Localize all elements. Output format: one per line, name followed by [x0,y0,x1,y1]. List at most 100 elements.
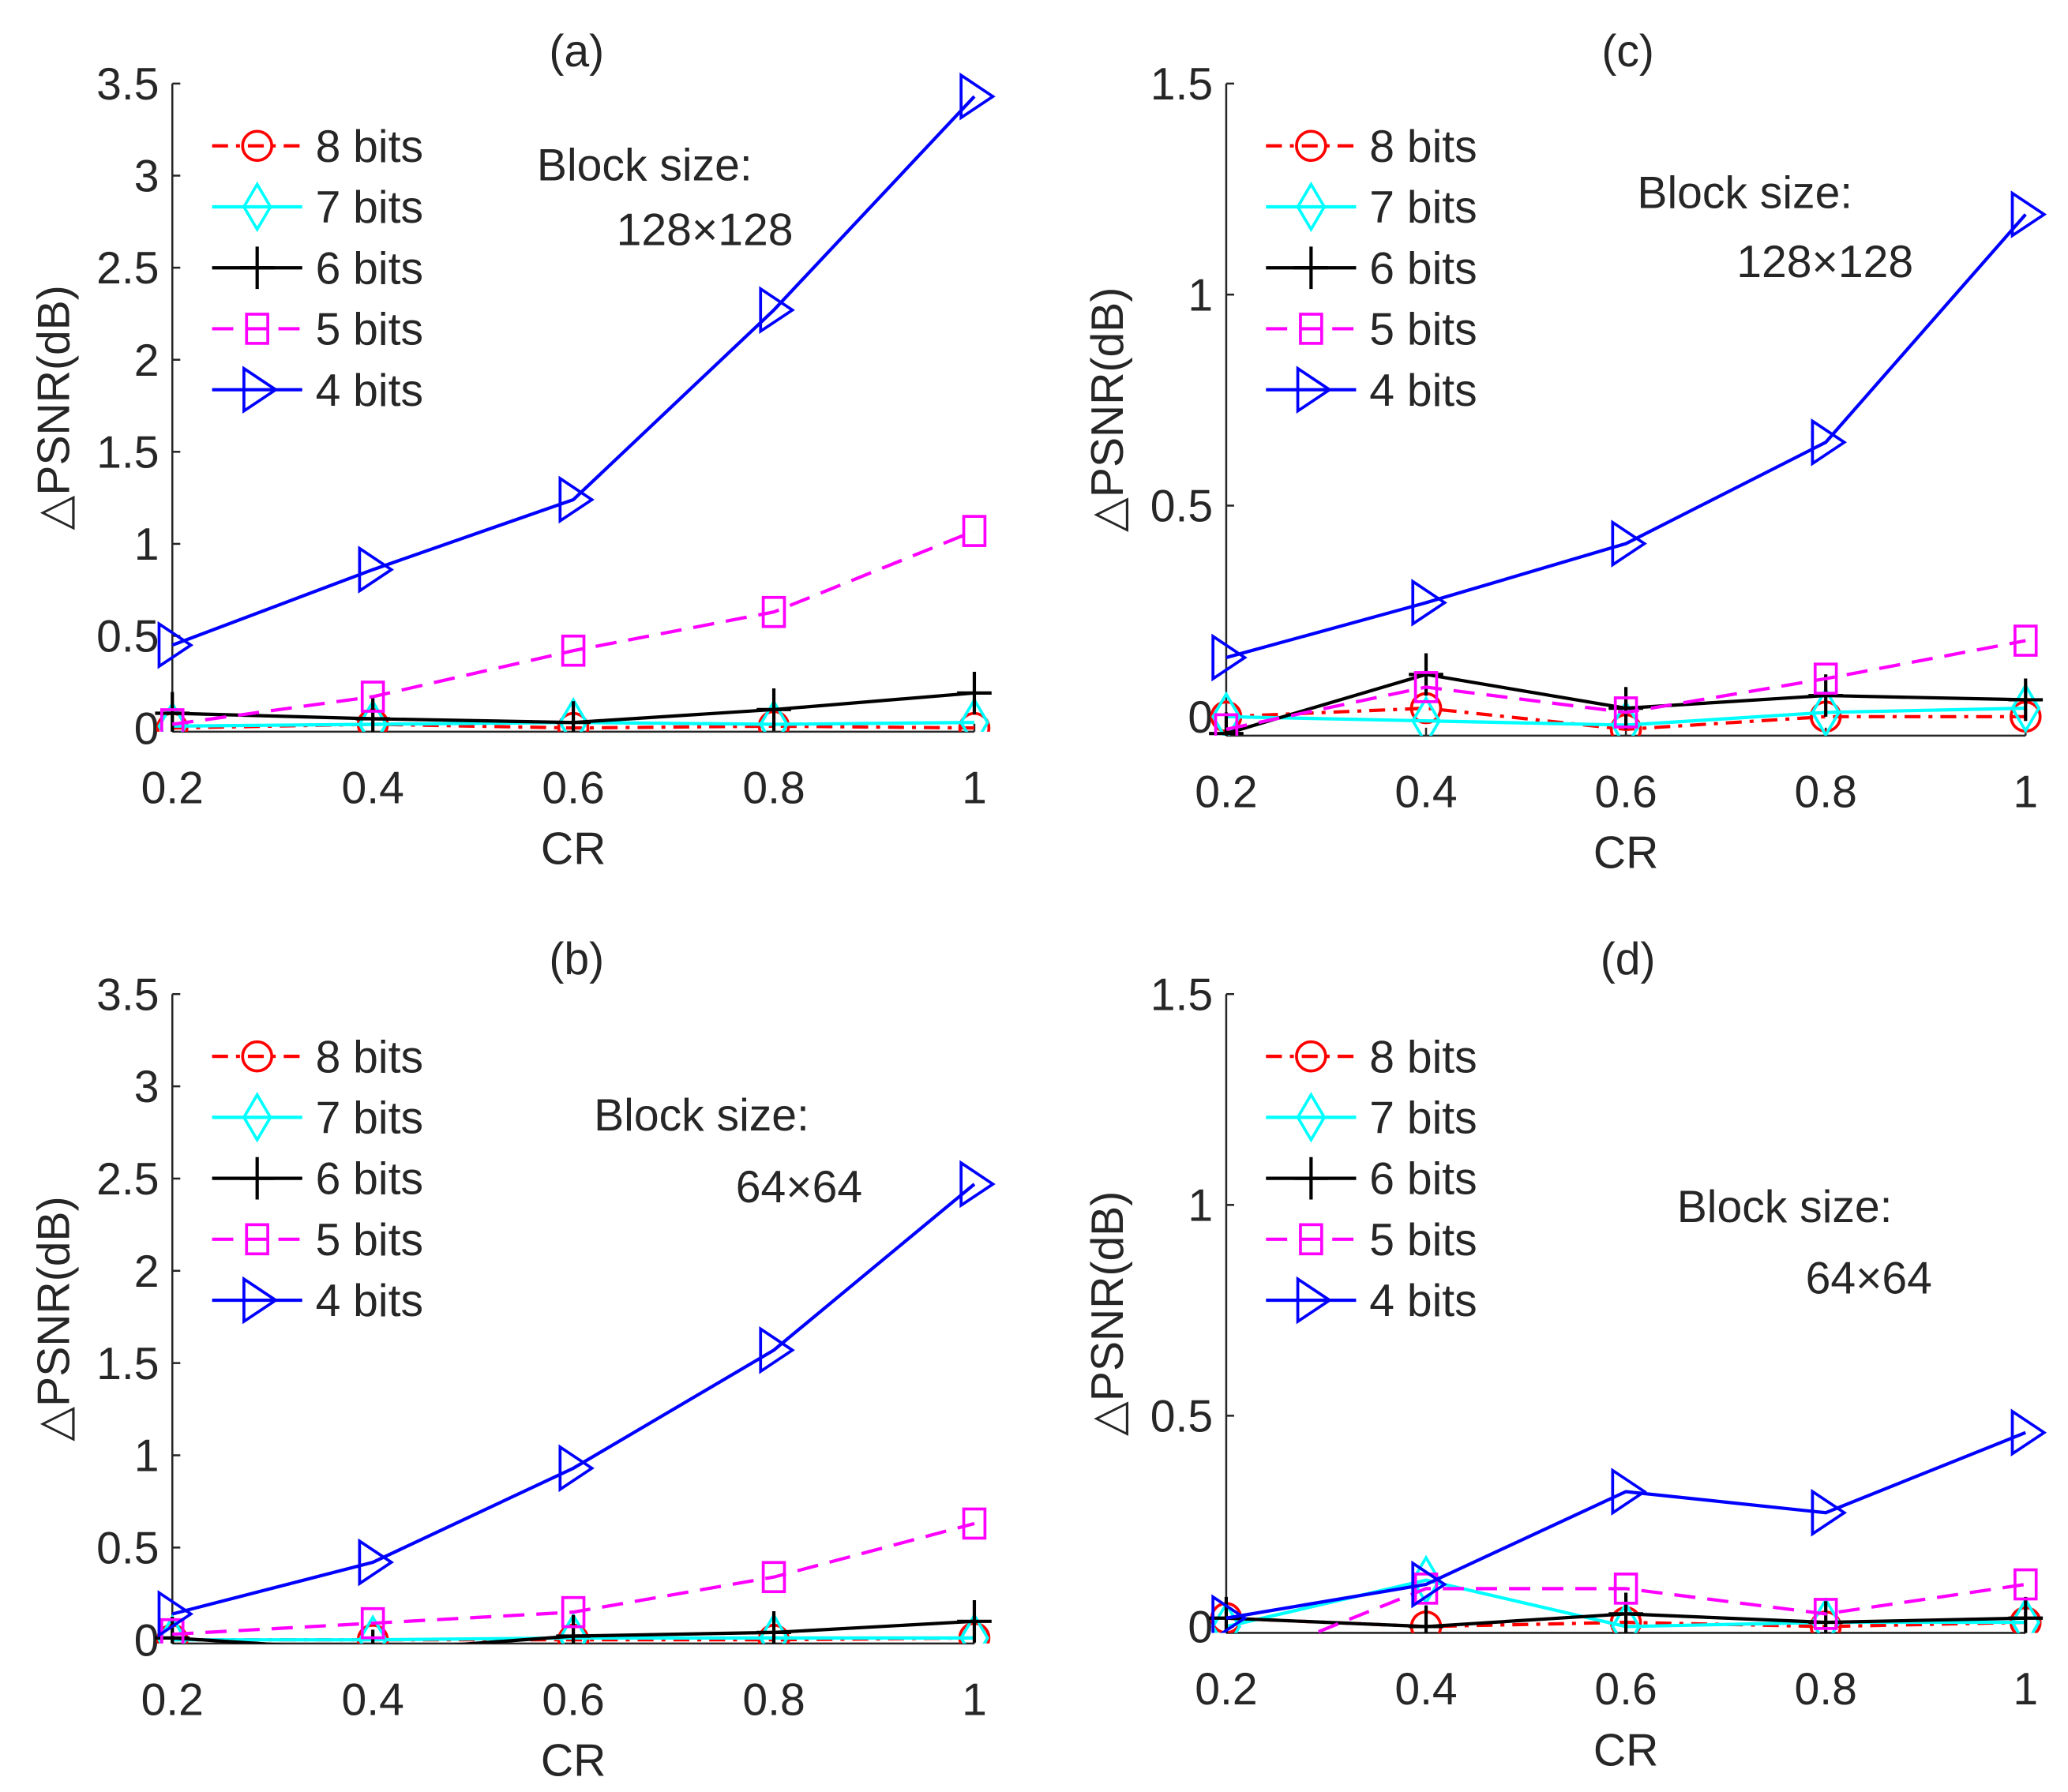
legend-marker [242,1092,272,1143]
data-point [959,696,989,732]
y-tick-label: 0.5 [96,612,159,662]
x-axis-label: CR [541,824,606,875]
data-point [1211,633,1248,682]
x-tick-label: 0.6 [542,1675,604,1726]
legend-marker [242,366,279,414]
data-point [1409,1605,1443,1633]
y-tick-label: 0.5 [1150,482,1213,532]
legend-marker [1295,1040,1327,1073]
data-point [558,1612,589,1644]
data-point [558,475,595,524]
y-axis-label: △PSNR(dB) [1083,1191,1133,1436]
y-tick-label: 1.5 [96,427,159,478]
legend-label: 8 bits [316,122,423,172]
legend-label: 6 bits [1369,243,1477,294]
data-point [959,1612,989,1644]
data-point [2010,1596,2041,1633]
legend-marker [239,1157,275,1200]
data-point [2008,1596,2044,1633]
data-point [1813,1598,1838,1630]
legend-label: 6 bits [316,243,423,294]
legend-marker [239,246,275,290]
y-axis-label: △PSNR(dB) [28,1196,79,1441]
y-tick-label: 0.5 [96,1523,159,1573]
data-point [1413,671,1439,703]
annotation-line1: Block size: [537,140,753,190]
annotation-line2: 64×64 [1806,1254,1932,1304]
x-tick-label: 0.6 [1594,767,1657,818]
annotation-line2: 128×128 [1736,237,1913,287]
data-point [2010,1408,2047,1457]
x-axis-label: CR [541,1736,606,1786]
x-axis-label: CR [1593,828,1658,879]
series-5-bits [160,515,987,732]
y-tick-label: 2 [134,336,160,386]
data-point [959,1160,996,1209]
y-tick-label: 3 [134,1062,160,1112]
legend-label: 8 bits [1369,1032,1477,1082]
series-4-bits [1211,190,2047,682]
legend-marker [245,313,269,345]
series-line [171,1183,976,1616]
data-point [1811,1488,1848,1537]
panel-title: (c) [1601,26,1654,77]
legend-label: 4 bits [316,366,423,416]
annotation-line1: Block size: [1637,168,1852,219]
series-4-bits [157,1160,996,1638]
data-point [959,72,996,121]
legend-label: 4 bits [1369,1276,1477,1326]
legend-marker [241,129,274,163]
x-axis-label: CR [1593,1725,1658,1775]
legend-marker [1296,366,1333,414]
legend-label: 6 bits [316,1154,423,1205]
x-tick-label: 1 [962,763,987,813]
series-5-bits [1214,624,2038,736]
data-point [756,688,791,731]
data-point [1613,696,1638,729]
series-6-bits [155,671,992,732]
legend-marker [1293,246,1329,290]
data-point [1808,674,1844,717]
y-tick-label: 3.5 [96,59,159,110]
data-point [962,1507,987,1540]
data-point [355,697,391,732]
x-tick-label: 0.2 [1195,1664,1257,1715]
data-point [1813,662,1838,695]
data-point [358,545,395,594]
y-tick-label: 1.5 [96,1339,159,1389]
data-point [2013,624,2038,657]
data-point [761,1561,786,1594]
x-tick-label: 0.4 [341,1675,403,1726]
legend-marker [1299,313,1323,345]
y-tick-label: 0 [1188,1603,1213,1653]
y-tick-label: 0 [1188,692,1213,743]
data-point [756,1610,791,1644]
y-tick-label: 1 [1188,270,1213,321]
data-point [1214,713,1239,736]
x-tick-label: 0.8 [742,1675,805,1726]
y-tick-label: 2.5 [96,243,159,294]
series-line [1225,1430,2027,1620]
legend-label: 7 bits [316,182,423,233]
data-point [558,1444,595,1493]
y-tick-label: 1 [134,519,160,570]
data-point [1411,579,1447,627]
data-point [157,620,194,669]
y-axis-label: △PSNR(dB) [28,285,79,530]
data-point [957,1599,992,1643]
legend-marker [242,1276,279,1325]
y-tick-label: 3.5 [96,969,159,1020]
data-point [1411,1560,1447,1609]
y-tick-label: 1.5 [1150,969,1213,1020]
legend-label: 4 bits [1369,366,1477,416]
legend-label: 5 bits [1369,305,1477,355]
legend-marker [1293,1157,1329,1200]
data-point [556,1614,591,1644]
data-point [1811,1596,1841,1633]
x-tick-label: 0.4 [1394,767,1457,818]
data-point [358,1614,388,1644]
data-point [157,1590,194,1638]
data-point [761,595,786,628]
data-point [759,286,795,335]
